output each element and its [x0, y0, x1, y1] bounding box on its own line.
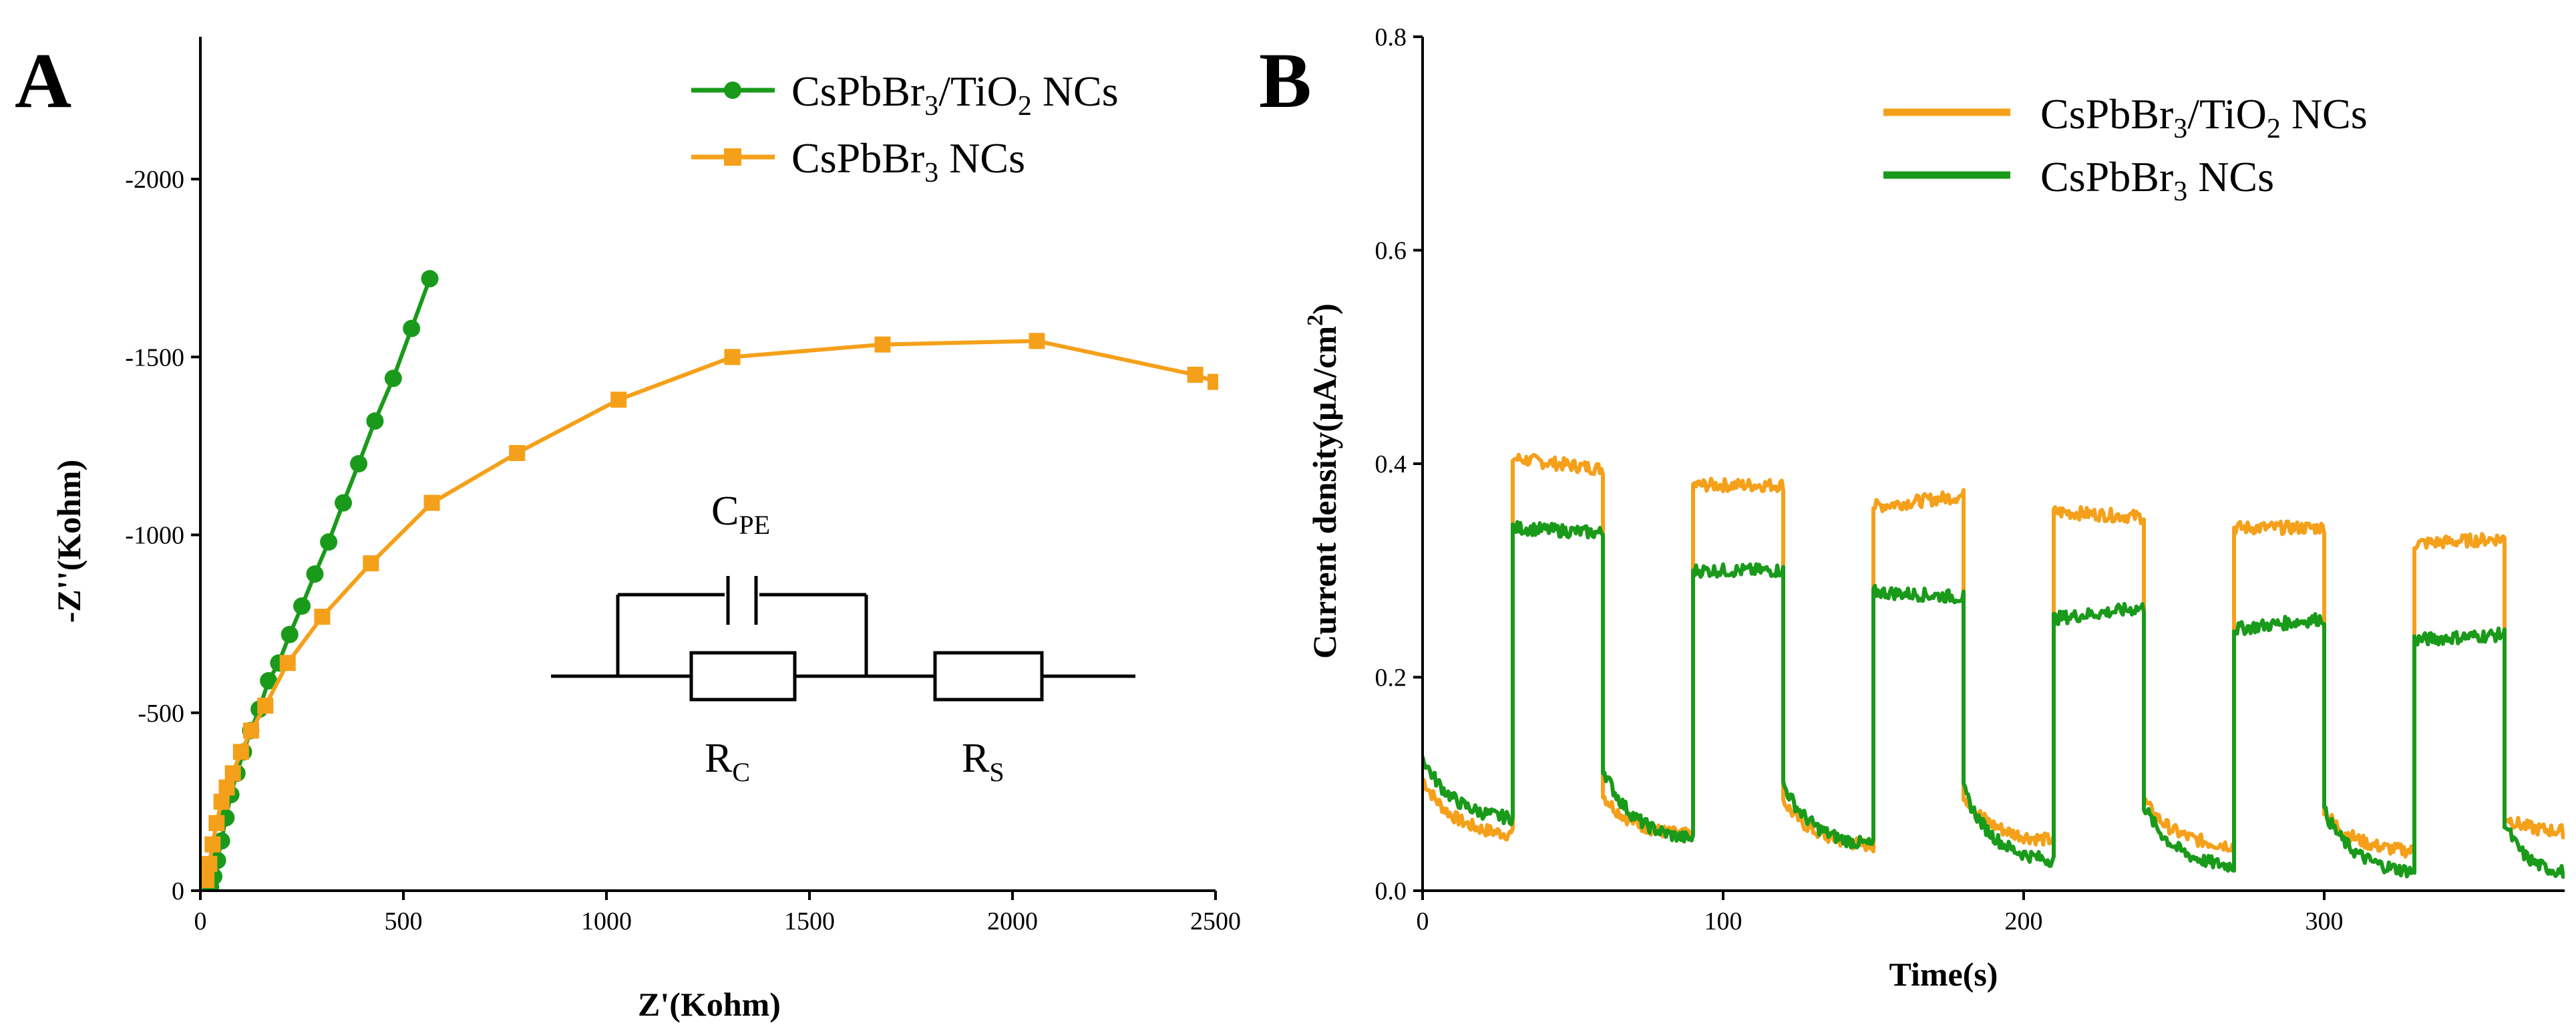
legend-a-entry-1: CsPbBr3/TiO2 NCs [691, 67, 1119, 122]
panel-b-y-axis-title: Current density(μA/cm2) [1303, 303, 1343, 659]
panel-a-point [314, 608, 331, 625]
panel-b: B 0 100 200 300 0.0 0.2 0.4 0.6 0.8 Time(s) Curr… [1259, 23, 2565, 993]
panel-b-x-tick-label: 200 [2005, 907, 2043, 935]
panel-a-legend: CsPbBr3/TiO2 NCs CsPbBr3 NCs [691, 67, 1119, 188]
panel-a-x-tick-label: 2000 [987, 907, 1038, 935]
panel-b-x-tick-label: 0 [1417, 907, 1429, 935]
panel-a-point [320, 533, 338, 551]
panel-a-x-tick-label: 2500 [1190, 907, 1241, 935]
panel-a-point [724, 349, 741, 365]
panel-b-y-tick-label: 0.8 [1375, 23, 1407, 51]
panel-a-point [350, 455, 368, 472]
panel-a-x-tick-label: 1500 [784, 907, 835, 935]
panel-a-letter: A [15, 37, 71, 124]
panel-a-point [243, 722, 259, 739]
legend-b-label-1: CsPbBr3/TiO2 NCs [2040, 90, 2368, 144]
legend-a-marker-1 [724, 82, 741, 99]
equivalent-circuit-inset [551, 576, 1135, 702]
panel-a-point [293, 597, 311, 615]
panel-a-y-axis-title: -Z''(Kohm) [50, 460, 87, 623]
panel-a-point [200, 872, 215, 889]
panel-a-y-tick-label: -1500 [125, 343, 184, 372]
legend-a-entry-2: CsPbBr3 NCs [691, 134, 1025, 188]
panel-a-point [208, 815, 225, 831]
resistor-rc [689, 651, 797, 702]
legend-b-entry-1: CsPbBr3/TiO2 NCs [1883, 90, 2368, 144]
panel-a-point [279, 655, 296, 672]
legend-a-label-1: CsPbBr3/TiO2 NCs [791, 67, 1119, 122]
panel-a-point [403, 319, 421, 337]
legend-a-marker-2 [724, 148, 741, 166]
rc-label: RC [705, 736, 750, 787]
panel-a-point [421, 270, 439, 288]
panel-a-point [218, 779, 235, 796]
panel-a-point [1208, 374, 1218, 390]
resistor-rs [933, 651, 1044, 702]
panel-b-y-tick-label: 0.4 [1375, 450, 1407, 478]
panel-b-x-tick-label: 100 [1704, 907, 1742, 935]
panel-a-point [201, 856, 218, 873]
panel-a-x-tick-label: 500 [385, 907, 423, 935]
panel-a-y-tick-label: 0 [172, 877, 184, 905]
panel-a-point [363, 555, 379, 572]
panel-a-plot-area [200, 270, 1218, 892]
panel-b-y-tick-label: 0.6 [1375, 237, 1407, 265]
panel-a-point [423, 494, 440, 511]
panel-a-point [281, 625, 299, 643]
panel-b-y-tick-label: 0.2 [1375, 664, 1407, 692]
panel-b-legend: CsPbBr3/TiO2 NCs CsPbBr3 NCs [1883, 90, 2368, 207]
panel-a-point [204, 836, 221, 853]
panel-b-x-tick-label: 300 [2306, 907, 2344, 935]
panel-b-ticks: 0 100 200 300 0.0 0.2 0.4 0.6 0.8 [1375, 23, 2344, 935]
panel-a-point [224, 765, 241, 782]
panel-b-x-axis-title: Time(s) [1889, 955, 1998, 993]
panel-a-point [509, 445, 526, 462]
panel-b-series-line-2 [1423, 520, 2565, 879]
rs-label: RS [962, 736, 1004, 787]
panel-b-series-line-1 [1423, 452, 2565, 859]
panel-a-point [1187, 366, 1204, 383]
legend-b-entry-2: CsPbBr3 NCs [1883, 153, 2274, 207]
panel-a-point [1029, 333, 1045, 349]
panel-a-series-line-2 [204, 339, 1216, 881]
panel-a-point [232, 744, 249, 760]
panel-a-point [335, 494, 353, 512]
panel-a-point [874, 336, 891, 353]
panel-a-x-tick-label: 0 [194, 907, 207, 935]
panel-b-letter: B [1259, 37, 1312, 124]
panel-b-y-tick-label: 0.0 [1375, 877, 1407, 905]
legend-a-label-2: CsPbBr3 NCs [791, 134, 1025, 188]
panel-a-ticks: 0 500 1000 1500 2000 2500 0 -500 -1000 -1500 -2000 [125, 166, 1241, 935]
legend-b-label-2: CsPbBr3 NCs [2040, 153, 2274, 207]
panel-a-point [213, 793, 230, 810]
panel-a-series-line-1 [208, 278, 432, 888]
panel-a-point [366, 412, 384, 430]
panel-b-axes [1421, 37, 2565, 892]
panel-a-point [384, 370, 402, 388]
panel-a-point [306, 565, 324, 583]
panel-b-plot-area [1423, 452, 2565, 879]
panel-a-point [260, 672, 278, 690]
panel-a-x-axis-title: Z'(Kohm) [638, 986, 781, 1023]
panel-a-y-tick-label: -2000 [125, 166, 184, 194]
panel-a-point [610, 392, 627, 408]
panel-a-point [257, 698, 274, 714]
panel-a-y-tick-label: -1000 [125, 522, 184, 550]
panel-a: A 0 500 1000 1500 2000 2500 0 -500 -1000 -1500 -20… [15, 37, 1241, 1023]
panel-a-y-tick-label: -500 [138, 700, 184, 728]
cpe-label: CPE [711, 488, 770, 540]
panel-a-x-tick-label: 1000 [581, 907, 632, 935]
